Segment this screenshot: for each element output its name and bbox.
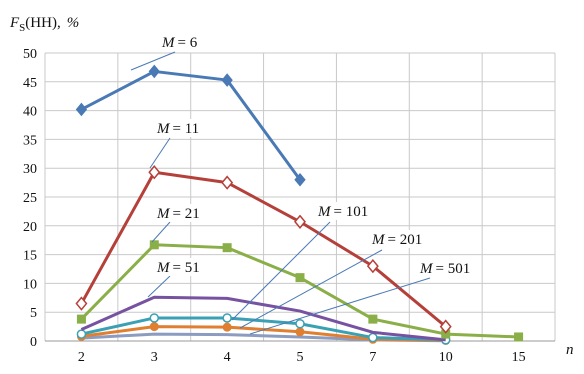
y-tick-label: 35: [23, 133, 37, 148]
data-point: [222, 313, 232, 323]
annotation-text: = 6: [178, 35, 198, 51]
data-point: [368, 332, 378, 343]
annotation-backdrop: [418, 259, 480, 277]
annotation-var: M: [156, 121, 171, 137]
annotation-leader: [151, 221, 171, 243]
annotation-text: = 51: [173, 260, 200, 276]
data-point: [366, 258, 379, 274]
data-point: [149, 240, 159, 250]
annotation-var: M: [371, 232, 386, 248]
y-axis-title: FS(HH),%: [9, 15, 79, 34]
data-point: [76, 329, 87, 339]
annotation-backdrop: [316, 202, 378, 220]
data-point: [149, 313, 160, 323]
annotation-label: M = 21: [156, 206, 200, 222]
y-tick-label: 5: [30, 306, 37, 321]
data-point: [294, 214, 306, 229]
series-line: [80, 69, 302, 181]
data-point: [295, 327, 305, 337]
data-point: [148, 165, 161, 180]
annotation-var: M: [419, 261, 434, 277]
annotation-text: = 11: [173, 121, 200, 137]
x-tick-label: 5: [297, 350, 304, 365]
annotation-label: M = 11: [156, 121, 199, 137]
annotation-var: M: [161, 35, 176, 51]
annotation-var: M: [156, 206, 171, 222]
annotation-text: = 21: [173, 206, 200, 222]
x-tick-label: 3: [151, 350, 158, 365]
annotation-leader: [249, 277, 431, 335]
data-point: [75, 296, 88, 311]
y-tick-label: 10: [23, 277, 37, 292]
data-point: [221, 73, 233, 87]
data-point: [295, 273, 305, 283]
y-tick-label: 25: [23, 191, 37, 206]
annotation-var: M: [317, 204, 332, 220]
y-tick-label: 40: [23, 105, 37, 120]
x-tick-label: 4: [224, 350, 231, 365]
annotation-backdrop: [370, 230, 432, 248]
annotation-backdrop: [155, 258, 217, 276]
series-group: [75, 64, 524, 345]
annotation-backdrop: [155, 204, 217, 222]
data-point: [439, 319, 452, 334]
annotation-label: M = 51: [156, 260, 200, 276]
series-m-6: [75, 64, 306, 187]
annotation-backdrop: [155, 119, 217, 137]
annotation-leader: [147, 275, 171, 298]
data-point: [76, 314, 86, 324]
y-tick-label: 45: [23, 76, 37, 91]
data-point: [148, 64, 160, 79]
data-point: [294, 172, 306, 187]
x-tick-label: 10: [439, 350, 453, 365]
annotation-leader: [231, 221, 331, 321]
annotation-backdrop: [160, 33, 222, 51]
data-point: [149, 322, 159, 332]
data-point: [75, 102, 88, 117]
data-point: [441, 329, 451, 339]
annotation-leader: [130, 51, 176, 71]
y-tick-label: 50: [23, 47, 37, 62]
y-axis-title-rest: (HH),: [25, 15, 60, 31]
annotation-text: = 501: [436, 261, 471, 277]
series-m-21: [76, 240, 524, 342]
annotation-text: = 101: [334, 204, 369, 220]
x-tick-label: 2: [78, 350, 85, 365]
data-point: [295, 318, 305, 329]
grid: [44, 52, 556, 342]
annotation-leaders: [130, 51, 431, 335]
data-point: [221, 175, 234, 190]
y-axis-title-sub: S: [19, 22, 25, 34]
y-tick-label: 0: [30, 335, 37, 350]
annotation-text: = 201: [388, 232, 423, 248]
data-point: [222, 322, 232, 332]
data-point: [368, 314, 378, 324]
annotation-label: M = 101: [317, 204, 368, 220]
annotation-label: M = 6: [161, 35, 198, 51]
annotation-label: M = 201: [371, 232, 422, 248]
y-tick-label: 20: [23, 220, 37, 235]
annotation-leader: [149, 137, 171, 169]
data-point: [222, 243, 232, 253]
y-axis-title-var: F: [9, 15, 20, 31]
annotation-leader: [239, 249, 383, 329]
series-line: [80, 295, 446, 342]
x-tick-label: 15: [512, 350, 526, 365]
series-m-51: [80, 295, 446, 342]
x-tick-label: 7: [369, 350, 376, 365]
series-m-11: [75, 165, 452, 334]
y-tick-label: 15: [23, 249, 37, 264]
annotation-var: M: [156, 260, 171, 276]
series-line: [81, 316, 446, 342]
y-axis-title-unit: %: [67, 15, 80, 31]
series-line: [80, 170, 447, 328]
y-tick-label: 30: [23, 162, 37, 177]
data-point: [514, 332, 524, 342]
annotation-label: M = 501: [419, 261, 470, 277]
x-axis-title: n: [566, 342, 574, 358]
